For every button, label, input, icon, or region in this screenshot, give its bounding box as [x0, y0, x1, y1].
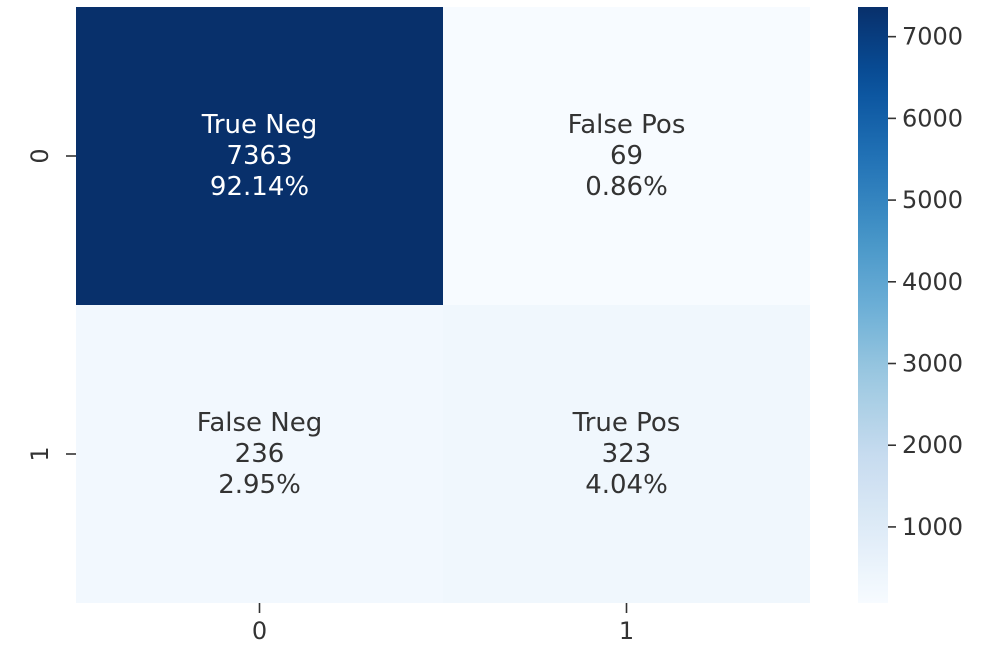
cell-count: 236 [235, 439, 285, 469]
x-tick-label: 1 [619, 617, 634, 645]
cell-percent: 4.04% [585, 470, 668, 500]
colorbar-tick-label: 2000 [902, 431, 963, 459]
heatmap-cell [76, 305, 443, 603]
cell-label: False Pos [568, 110, 686, 140]
heatmap-axes: 0 1 0 1 [26, 148, 634, 645]
cell-label: True Neg [201, 110, 317, 140]
cell-percent: 2.95% [218, 470, 301, 500]
colorbar-gradient [858, 7, 888, 603]
cell-count: 323 [602, 439, 652, 469]
colorbar-tick-label: 4000 [902, 268, 963, 296]
colorbar-tick-label: 3000 [902, 350, 963, 378]
colorbar-tick-label: 5000 [902, 186, 963, 214]
colorbar-tick-label: 1000 [902, 513, 963, 541]
colorbar-tick-label: 7000 [902, 23, 963, 51]
heatmap-cells [76, 7, 810, 603]
y-tick-label: 0 [26, 148, 54, 163]
colorbar: 1000 2000 3000 4000 5000 6000 7000 [858, 7, 963, 603]
heatmap-cell [76, 7, 443, 305]
cell-count: 69 [610, 141, 643, 171]
cell-percent: 0.86% [585, 172, 668, 202]
cell-count: 7363 [226, 141, 292, 171]
cell-label: True Pos [572, 408, 681, 438]
x-tick-label: 0 [252, 617, 267, 645]
heatmap-cell [443, 7, 810, 305]
cell-percent: 92.14% [210, 172, 309, 202]
colorbar-tick-label: 6000 [902, 104, 963, 132]
cell-label: False Neg [197, 408, 322, 438]
y-tick-label: 1 [26, 446, 54, 461]
heatmap-cell [443, 305, 810, 603]
